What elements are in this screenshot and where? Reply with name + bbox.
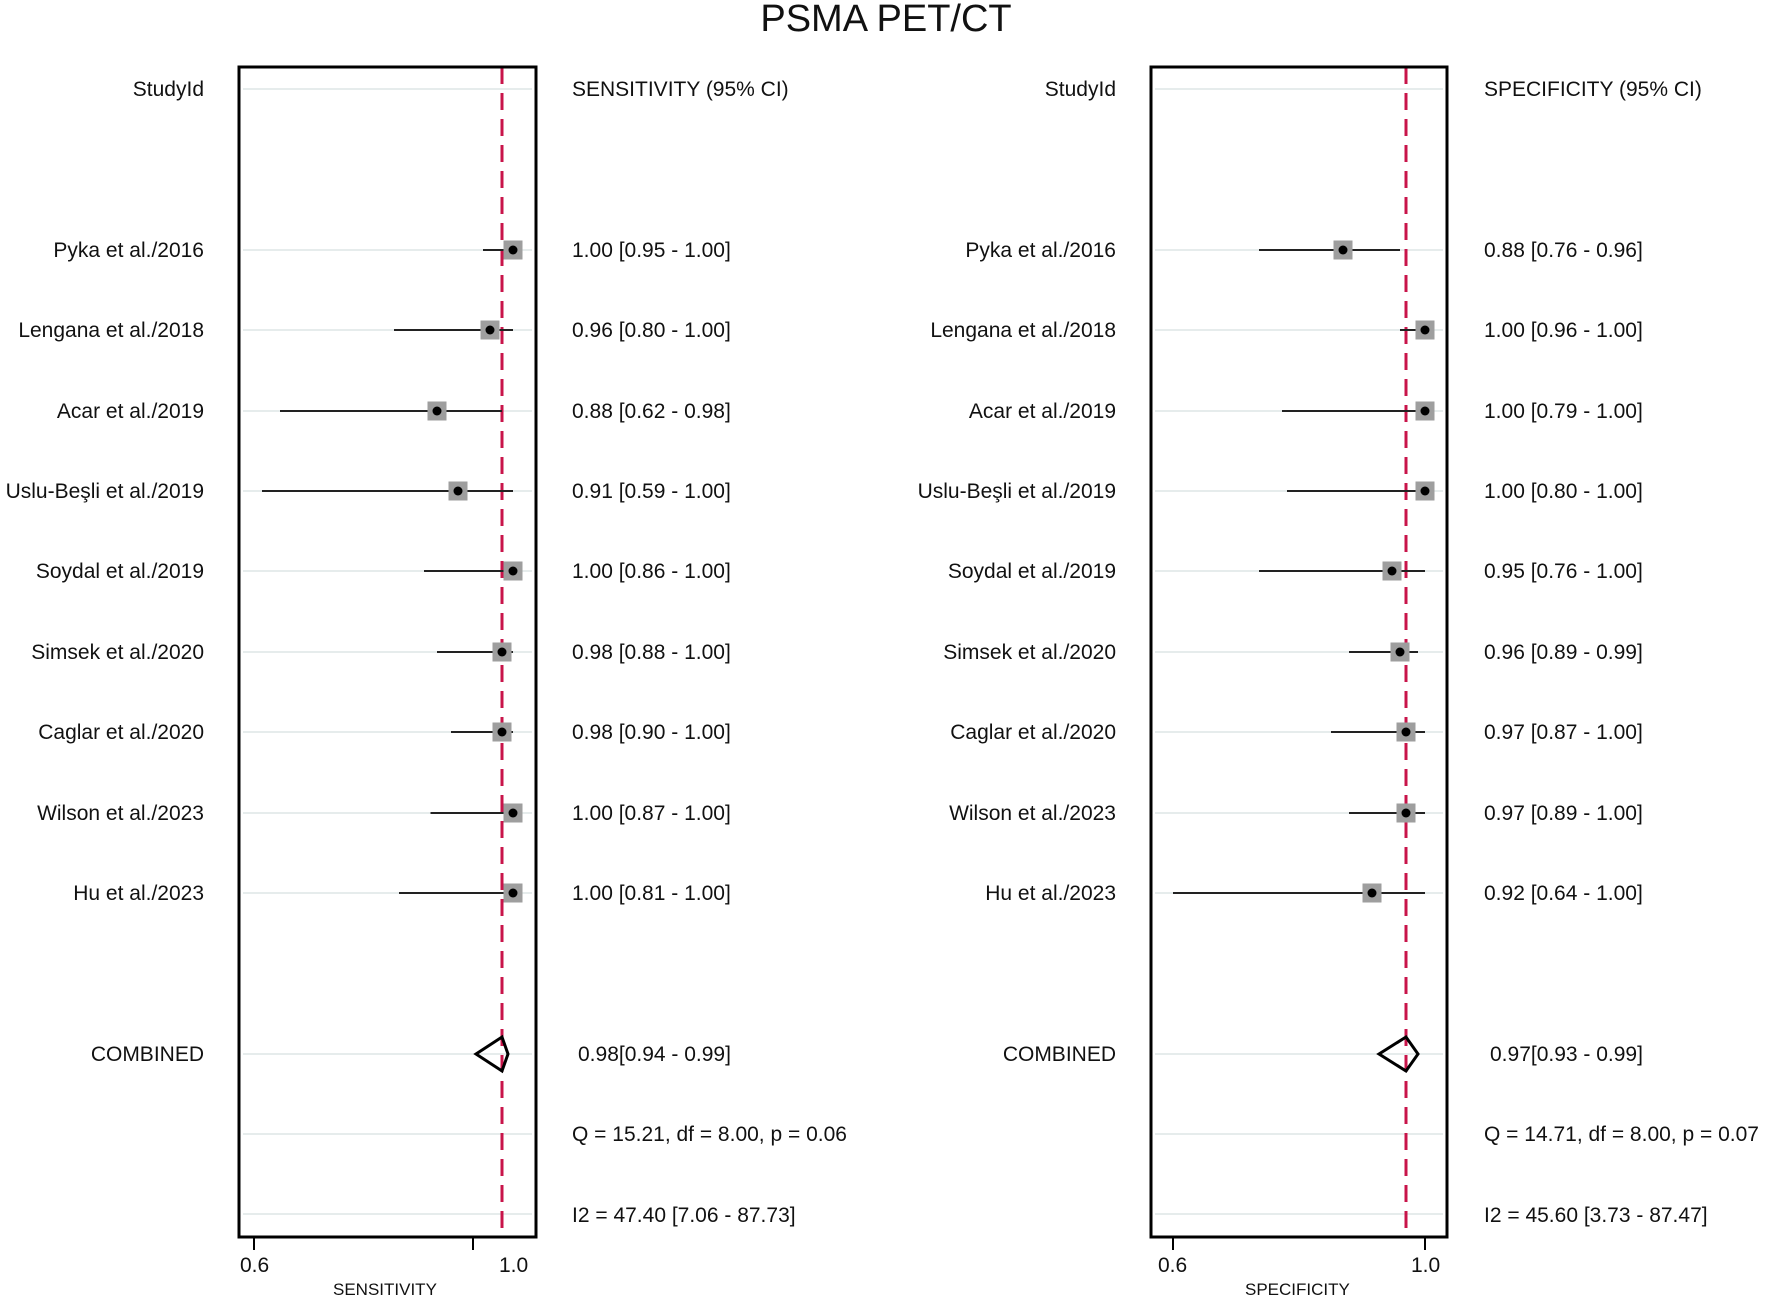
study-name: Uslu-Beşli et al./2019 — [917, 480, 1116, 503]
point-estimate — [485, 325, 495, 335]
study-name: Wilson et al./2023 — [949, 802, 1116, 825]
study-estimate: 0.91 [0.59 - 1.00] — [572, 480, 731, 503]
study-estimate: 0.92 [0.64 - 1.00] — [1484, 882, 1643, 905]
study-name: Lengana et al./2018 — [18, 319, 204, 342]
x-axis-label: SENSITIVITY — [333, 1280, 437, 1299]
point-estimate — [1338, 245, 1348, 255]
x-axis-label: SPECIFICITY — [1245, 1280, 1350, 1299]
study-estimate: 0.96 [0.80 - 1.00] — [572, 319, 731, 342]
chart-title: PSMA PET/CT — [760, 0, 1012, 40]
plot-frame — [1149, 65, 1449, 1239]
study-estimate: 1.00 [0.96 - 1.00] — [1484, 319, 1643, 342]
study-header: StudyId — [132, 78, 204, 101]
point-estimate — [497, 647, 507, 657]
study-name: Caglar et al./2020 — [38, 721, 204, 744]
heterogeneity-i2: I2 = 47.40 [7.06 - 87.73] — [572, 1204, 796, 1227]
plot-frame — [237, 65, 538, 1239]
study-estimate: 0.98 [0.88 - 1.00] — [572, 641, 731, 664]
study-name: Lengana et al./2018 — [930, 319, 1116, 342]
study-name: Soydal et al./2019 — [947, 560, 1116, 583]
x-tick-0.6: 0.6 — [240, 1254, 270, 1277]
combined-diamond — [473, 1034, 510, 1074]
study-name: Uslu-Beşli et al./2019 — [5, 480, 204, 503]
study-estimate: 1.00 [0.81 - 1.00] — [572, 882, 731, 905]
x-tick-1.0: 1.0 — [1411, 1254, 1441, 1277]
estimate-header: SPECIFICITY (95% CI) — [1484, 78, 1702, 101]
study-name: Caglar et al./2020 — [950, 721, 1116, 744]
study-estimate: 0.98 [0.90 - 1.00] — [572, 721, 731, 744]
study-header: StudyId — [1044, 78, 1116, 101]
point-estimate — [1401, 808, 1411, 818]
point-estimate — [1420, 325, 1430, 335]
study-estimate: 0.88 [0.62 - 0.98] — [572, 400, 731, 423]
heterogeneity-i2: I2 = 45.60 [3.73 - 87.47] — [1484, 1204, 1708, 1227]
point-estimate — [1401, 727, 1411, 737]
study-estimate: 1.00 [0.95 - 1.00] — [572, 239, 731, 262]
study-estimate: 1.00 [0.80 - 1.00] — [1484, 480, 1643, 503]
study-name: Pyka et al./2016 — [53, 239, 204, 262]
heterogeneity-q: Q = 15.21, df = 8.00, p = 0.06 — [572, 1123, 847, 1146]
point-estimate — [432, 406, 442, 416]
combined-estimate: 0.98[0.94 - 0.99] — [578, 1043, 731, 1066]
heterogeneity-q: Q = 14.71, df = 8.00, p = 0.07 — [1484, 1123, 1759, 1146]
point-estimate — [508, 566, 518, 576]
point-estimate — [508, 808, 518, 818]
point-estimate — [508, 888, 518, 898]
study-estimate: 0.97 [0.87 - 1.00] — [1484, 721, 1643, 744]
point-estimate — [508, 245, 518, 255]
point-estimate — [1420, 486, 1430, 496]
study-estimate: 1.00 [0.87 - 1.00] — [572, 802, 731, 825]
study-name: Soydal et al./2019 — [35, 560, 204, 583]
x-tick-1.0: 1.0 — [499, 1254, 529, 1277]
point-estimate — [497, 727, 507, 737]
study-name: Simsek et al./2020 — [943, 641, 1116, 664]
point-estimate — [1367, 888, 1377, 898]
x-tick-0.6: 0.6 — [1158, 1254, 1188, 1277]
study-estimate: 0.97 [0.89 - 1.00] — [1484, 802, 1643, 825]
combined-diamond — [1376, 1034, 1420, 1074]
study-name: Hu et al./2023 — [73, 882, 204, 905]
point-estimate — [453, 486, 463, 496]
study-estimate: 0.88 [0.76 - 0.96] — [1484, 239, 1643, 262]
combined-label: COMBINED — [1002, 1043, 1116, 1066]
study-name: Acar et al./2019 — [968, 400, 1116, 423]
estimate-header: SENSITIVITY (95% CI) — [572, 78, 789, 101]
study-name: Hu et al./2023 — [985, 882, 1116, 905]
study-estimate: 1.00 [0.79 - 1.00] — [1484, 400, 1643, 423]
point-estimate — [1387, 566, 1397, 576]
point-estimate — [1395, 647, 1405, 657]
study-name: Wilson et al./2023 — [37, 802, 204, 825]
study-estimate: 0.96 [0.89 - 0.99] — [1484, 641, 1643, 664]
study-estimate: 0.95 [0.76 - 1.00] — [1484, 560, 1643, 583]
combined-estimate: 0.97[0.93 - 0.99] — [1490, 1043, 1643, 1066]
study-name: Pyka et al./2016 — [965, 239, 1116, 262]
study-name: Simsek et al./2020 — [31, 641, 204, 664]
study-estimate: 1.00 [0.86 - 1.00] — [572, 560, 731, 583]
study-name: Acar et al./2019 — [56, 400, 204, 423]
combined-label: COMBINED — [90, 1043, 204, 1066]
point-estimate — [1420, 406, 1430, 416]
